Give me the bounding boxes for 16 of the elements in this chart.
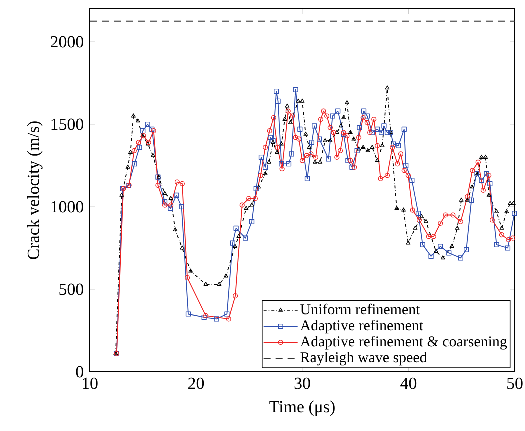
y-tick-label: 0 bbox=[76, 366, 84, 378]
x-tick-label: 30 bbox=[294, 378, 310, 390]
x-tick-label: 10 bbox=[83, 378, 98, 390]
y-axis-title: Crack velocity (m/s) bbox=[27, 122, 43, 260]
legend-label: Rayleigh wave speed bbox=[300, 352, 428, 366]
y-tick-label: 2000 bbox=[51, 36, 84, 48]
legend-label: Adaptive refinement bbox=[300, 320, 424, 334]
legend-label: Adaptive refinement & coarsening bbox=[300, 336, 508, 350]
x-tick-label: 20 bbox=[188, 378, 204, 390]
x-tick-label: 50 bbox=[508, 378, 523, 390]
y-tick-label: 1000 bbox=[52, 201, 84, 213]
y-tick-label: 1500 bbox=[52, 118, 84, 130]
x-tick-label: 40 bbox=[400, 378, 417, 390]
x-axis-title: Time (μs) bbox=[270, 400, 335, 416]
legend-label: Uniform refinement bbox=[300, 304, 420, 315]
y-tick-label: 500 bbox=[60, 284, 84, 296]
